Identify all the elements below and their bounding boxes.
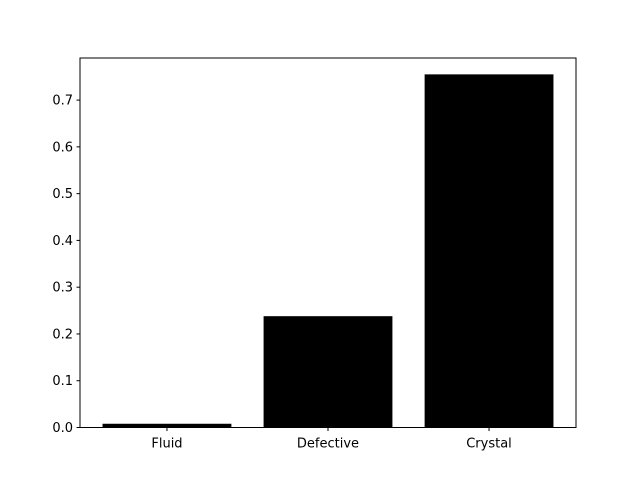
x-tick-label-defective: Defective (297, 437, 359, 452)
x-axis: Fluid Defective Crystal (151, 427, 512, 452)
bars-group (102, 74, 554, 428)
bar-defective (263, 316, 393, 428)
bar-fluid (102, 423, 232, 428)
y-tick-label: 0.4 (52, 234, 73, 249)
y-tick-label: 0.6 (52, 140, 73, 155)
x-tick-label-fluid: Fluid (151, 437, 182, 452)
y-tick-label: 0.0 (52, 421, 73, 436)
y-axis: 0.0 0.1 0.2 0.3 0.4 0.5 0.6 0.7 (52, 94, 80, 436)
y-tick-label: 0.7 (52, 94, 73, 109)
y-tick-label: 0.2 (52, 327, 73, 342)
y-tick-label: 0.1 (52, 374, 73, 389)
bar-crystal (424, 74, 554, 428)
plot-frame (79, 57, 577, 428)
x-tick-label-crystal: Crystal (466, 437, 512, 452)
y-tick-label: 0.5 (52, 187, 73, 202)
y-tick-label: 0.3 (52, 281, 73, 296)
